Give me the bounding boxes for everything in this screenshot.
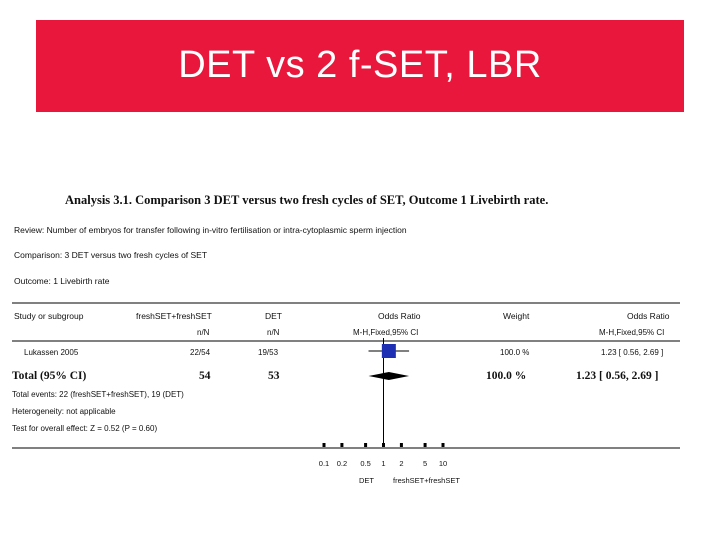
tick-label-5: 5 <box>422 459 428 468</box>
comparison-line: Comparison: 3 DET versus two fresh cycle… <box>14 250 208 260</box>
axis-tick-5 <box>423 443 427 447</box>
subheader-effect-ci: M-H,Fixed,95% CI <box>599 328 665 337</box>
axis-tick-2 <box>364 443 368 447</box>
header-study: Study or subgroup <box>14 311 84 321</box>
analysis-heading: Analysis 3.1. Comparison 3 DET versus tw… <box>65 193 549 207</box>
subheader-group2: n/N <box>267 328 280 337</box>
footnote-overall-effect: Test for overall effect: Z = 0.52 (P = 0… <box>12 424 158 433</box>
total-weight: 100.0 % <box>486 370 527 382</box>
total-or-text: 1.23 [ 0.56, 2.69 ] <box>576 370 659 382</box>
study-weight: 100.0 % <box>500 348 530 357</box>
axis-tick-4 <box>399 443 403 447</box>
header-weight: Weight <box>503 311 530 321</box>
tick-label-2: 0.5 <box>360 459 371 468</box>
tick-label-1: 0.2 <box>336 459 348 468</box>
study-group2: 19/53 <box>258 348 279 357</box>
total-name: Total (95% CI) <box>12 370 87 382</box>
total-group2: 53 <box>268 370 280 382</box>
slide-title: DET vs 2 f-SET, LBR <box>178 44 542 86</box>
header-group2: DET <box>265 311 282 321</box>
tick-label-4: 2 <box>399 459 404 468</box>
header-group1: freshSET+freshSET <box>136 311 212 321</box>
tick-label-6: 10 <box>438 459 448 468</box>
study-marker-0 <box>381 344 396 358</box>
footnote-heterogeneity: Heterogeneity: not applicable <box>12 407 116 416</box>
title-band: DET vs 2 f-SET, LBR <box>36 20 684 112</box>
favours-right-label: freshSET+freshSET <box>393 476 460 485</box>
pooled-diamond <box>368 372 410 380</box>
favours-left-label: DET <box>359 476 374 485</box>
tick-label-0: 0.1 <box>318 459 330 468</box>
subheader-effect: M-H,Fixed,95% CI <box>353 328 419 337</box>
study-name: Lukassen 2005 <box>24 348 79 357</box>
outcome-line: Outcome: 1 Livebirth rate <box>14 276 110 286</box>
study-or-text: 1.23 [ 0.56, 2.69 ] <box>601 348 664 357</box>
axis-tick-3 <box>382 443 385 447</box>
tick-label-3: 1 <box>381 459 386 468</box>
review-line: Review: Number of embryos for transfer f… <box>14 225 407 235</box>
axis-tick-0 <box>322 443 326 447</box>
axis-tick-1 <box>340 443 344 447</box>
axis-tick-6 <box>441 443 445 447</box>
header-effect: Odds Ratio <box>378 311 421 321</box>
subheader-group1: n/N <box>197 328 210 337</box>
total-group1: 54 <box>199 370 211 382</box>
study-group1: 22/54 <box>190 348 211 357</box>
header-effect-ci: Odds Ratio <box>627 311 670 321</box>
footnote-events: Total events: 22 (freshSET+freshSET), 19… <box>12 390 184 399</box>
